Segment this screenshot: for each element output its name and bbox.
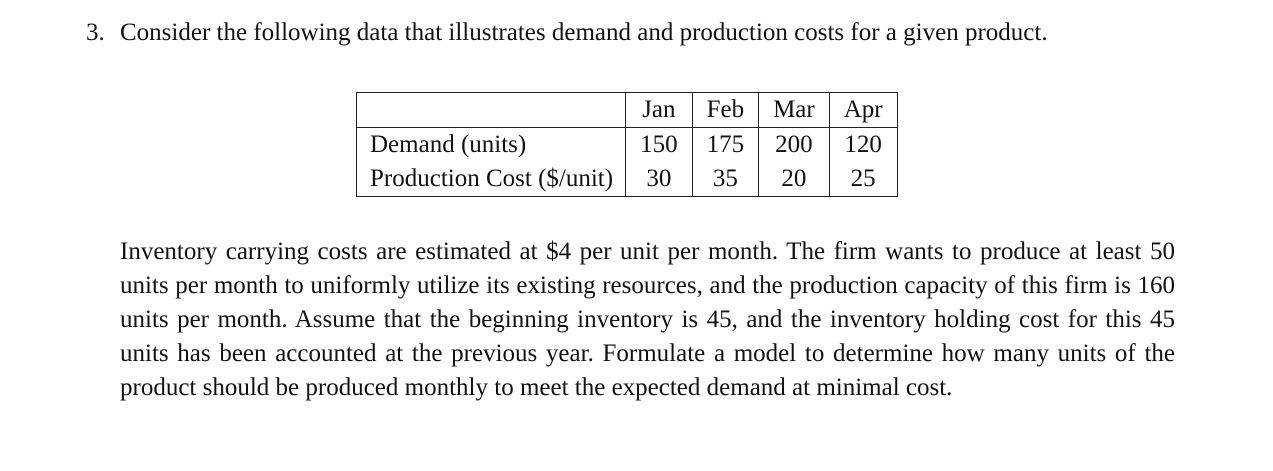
table-cell: 150 [625,127,693,162]
header-cell-empty [355,92,627,128]
data-table-container: Jan Feb Mar Apr Demand (units) 150 175 2… [355,92,898,197]
table-cell: 25 [828,162,898,197]
header-cell-jan: Jan [625,92,693,128]
question-text: Consider the following data that illustr… [120,19,1048,46]
table-cell: 35 [691,162,760,197]
question-number: 3. [86,19,105,46]
table-cell: 30 [625,162,693,197]
row-label-production-cost: Production Cost ($/unit) [355,162,627,197]
demand-cost-table: Jan Feb Mar Apr Demand (units) 150 175 2… [355,92,898,197]
table-cell: 200 [758,127,830,162]
table-cell: 175 [691,127,760,162]
header-cell-mar: Mar [758,92,830,128]
table-row-production-cost: Production Cost ($/unit) 30 35 20 25 [355,162,898,197]
table-cell: 120 [828,127,898,162]
question-heading: 3. Consider the following data that illus… [86,16,1048,50]
row-label-demand: Demand (units) [355,127,627,162]
table-row-demand: Demand (units) 150 175 200 120 [355,127,898,162]
table-header-row: Jan Feb Mar Apr [355,92,898,128]
header-cell-feb: Feb [691,92,760,128]
problem-paragraph: Inventory carrying costs are estimated a… [120,238,1175,401]
header-cell-apr: Apr [828,92,898,128]
table-cell: 20 [758,162,830,197]
